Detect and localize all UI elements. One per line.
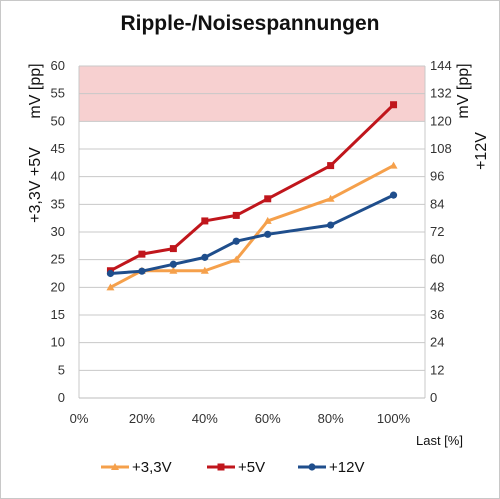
y-tick-left: 35 (51, 196, 65, 211)
data-point (326, 194, 335, 202)
data-point (169, 266, 178, 274)
data-point (232, 211, 240, 219)
y-tick-right: 132 (430, 86, 452, 101)
y-tick-left: 45 (51, 141, 65, 156)
y-tick-left: 0 (58, 390, 65, 405)
legend-label: +3,3V (132, 459, 172, 476)
series-line-1 (109, 103, 395, 273)
data-point (327, 221, 335, 229)
data-point (169, 260, 177, 268)
x-tick-label: 100% (377, 411, 411, 426)
data-point (200, 266, 209, 274)
data-point (138, 250, 146, 258)
y-tick-left: 20 (51, 279, 65, 294)
y-tick-left: 5 (58, 362, 65, 377)
y-tick-right: 144 (430, 58, 452, 73)
legend-marker (111, 463, 119, 470)
y-tick-left: 50 (51, 113, 65, 128)
data-point (201, 253, 209, 261)
y-tick-right: 60 (430, 252, 444, 267)
data-point (106, 283, 115, 291)
legend-label: +5V (238, 459, 265, 476)
y-tick-right: 0 (430, 390, 437, 405)
y-tick-right: 36 (430, 307, 444, 322)
data-point (390, 101, 398, 109)
data-point (138, 267, 146, 275)
y-tick-left: 60 (51, 58, 65, 73)
x-tick-label: 20% (129, 411, 155, 426)
y-tick-right: 72 (430, 224, 444, 239)
y-tick-right: 108 (430, 141, 452, 156)
y-tick-left: 40 (51, 169, 65, 184)
y-tick-left: 55 (51, 86, 65, 101)
y-tick-right: 96 (430, 169, 444, 184)
x-tick-label: 80% (318, 411, 344, 426)
y-tick-right: 48 (430, 279, 444, 294)
legend-marker (308, 463, 316, 471)
data-point (106, 269, 115, 278)
data-point (201, 217, 209, 225)
data-point (232, 237, 240, 245)
data-point (264, 195, 272, 203)
y-tick-right: 120 (430, 113, 452, 128)
data-point (389, 191, 398, 199)
y-tick-right: 12 (430, 362, 444, 377)
x-axis-label: Last [%] (416, 433, 463, 448)
data-point (264, 230, 272, 238)
x-tick-label: 0% (70, 411, 89, 426)
y-tick-left: 25 (51, 252, 65, 267)
data-point (169, 245, 177, 253)
y-tick-left: 10 (51, 335, 65, 350)
legend-label: +12V (329, 459, 364, 476)
data-point (232, 255, 241, 263)
chart-title: Ripple-/Noisespannungen (120, 12, 380, 35)
y-tick-right: 84 (430, 196, 444, 211)
x-tick-label: 40% (192, 411, 218, 426)
x-tick-label: 60% (255, 411, 281, 426)
data-point (263, 216, 272, 224)
y-tick-right: 24 (430, 335, 444, 350)
y-tick-left: 15 (51, 307, 65, 322)
data-point (389, 161, 398, 169)
y-tick-left: 30 (51, 224, 65, 239)
legend-marker (217, 463, 225, 471)
series-line-2 (110, 193, 395, 275)
data-point (327, 162, 335, 170)
